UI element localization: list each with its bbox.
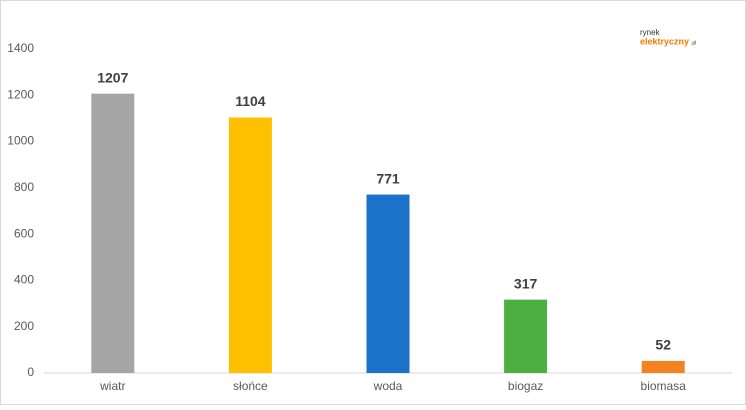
data-label: 771 — [376, 170, 400, 186]
bar — [366, 194, 410, 373]
bar — [504, 299, 548, 373]
data-label: 52 — [655, 337, 671, 353]
data-label: 317 — [514, 275, 538, 291]
logo: rynek elektryczny .pl — [640, 28, 696, 46]
y-tick-label: 200 — [14, 319, 34, 333]
y-tick-label: 1200 — [7, 87, 34, 101]
x-tick-label: wiatr — [99, 379, 125, 393]
y-tick-label: 0 — [27, 365, 34, 379]
logo-main: elektryczny — [640, 36, 689, 46]
x-tick-label: woda — [373, 379, 403, 393]
x-tick-label: biomasa — [641, 379, 687, 393]
data-label: 1104 — [235, 93, 266, 109]
x-tick-label: biogaz — [508, 379, 543, 393]
y-tick-label: 400 — [14, 273, 34, 287]
bar — [228, 117, 272, 373]
logo-top: rynek — [640, 28, 661, 37]
data-label: 1207 — [97, 69, 128, 85]
y-tick-label: 1000 — [7, 134, 34, 148]
y-tick-label: 800 — [14, 180, 34, 194]
logo-suffix: .pl — [691, 40, 696, 46]
y-tick-label: 600 — [14, 226, 34, 240]
y-tick-label: 1400 — [7, 41, 34, 55]
bar — [641, 360, 685, 373]
x-tick-label: słońce — [233, 379, 268, 393]
bar — [91, 93, 135, 373]
